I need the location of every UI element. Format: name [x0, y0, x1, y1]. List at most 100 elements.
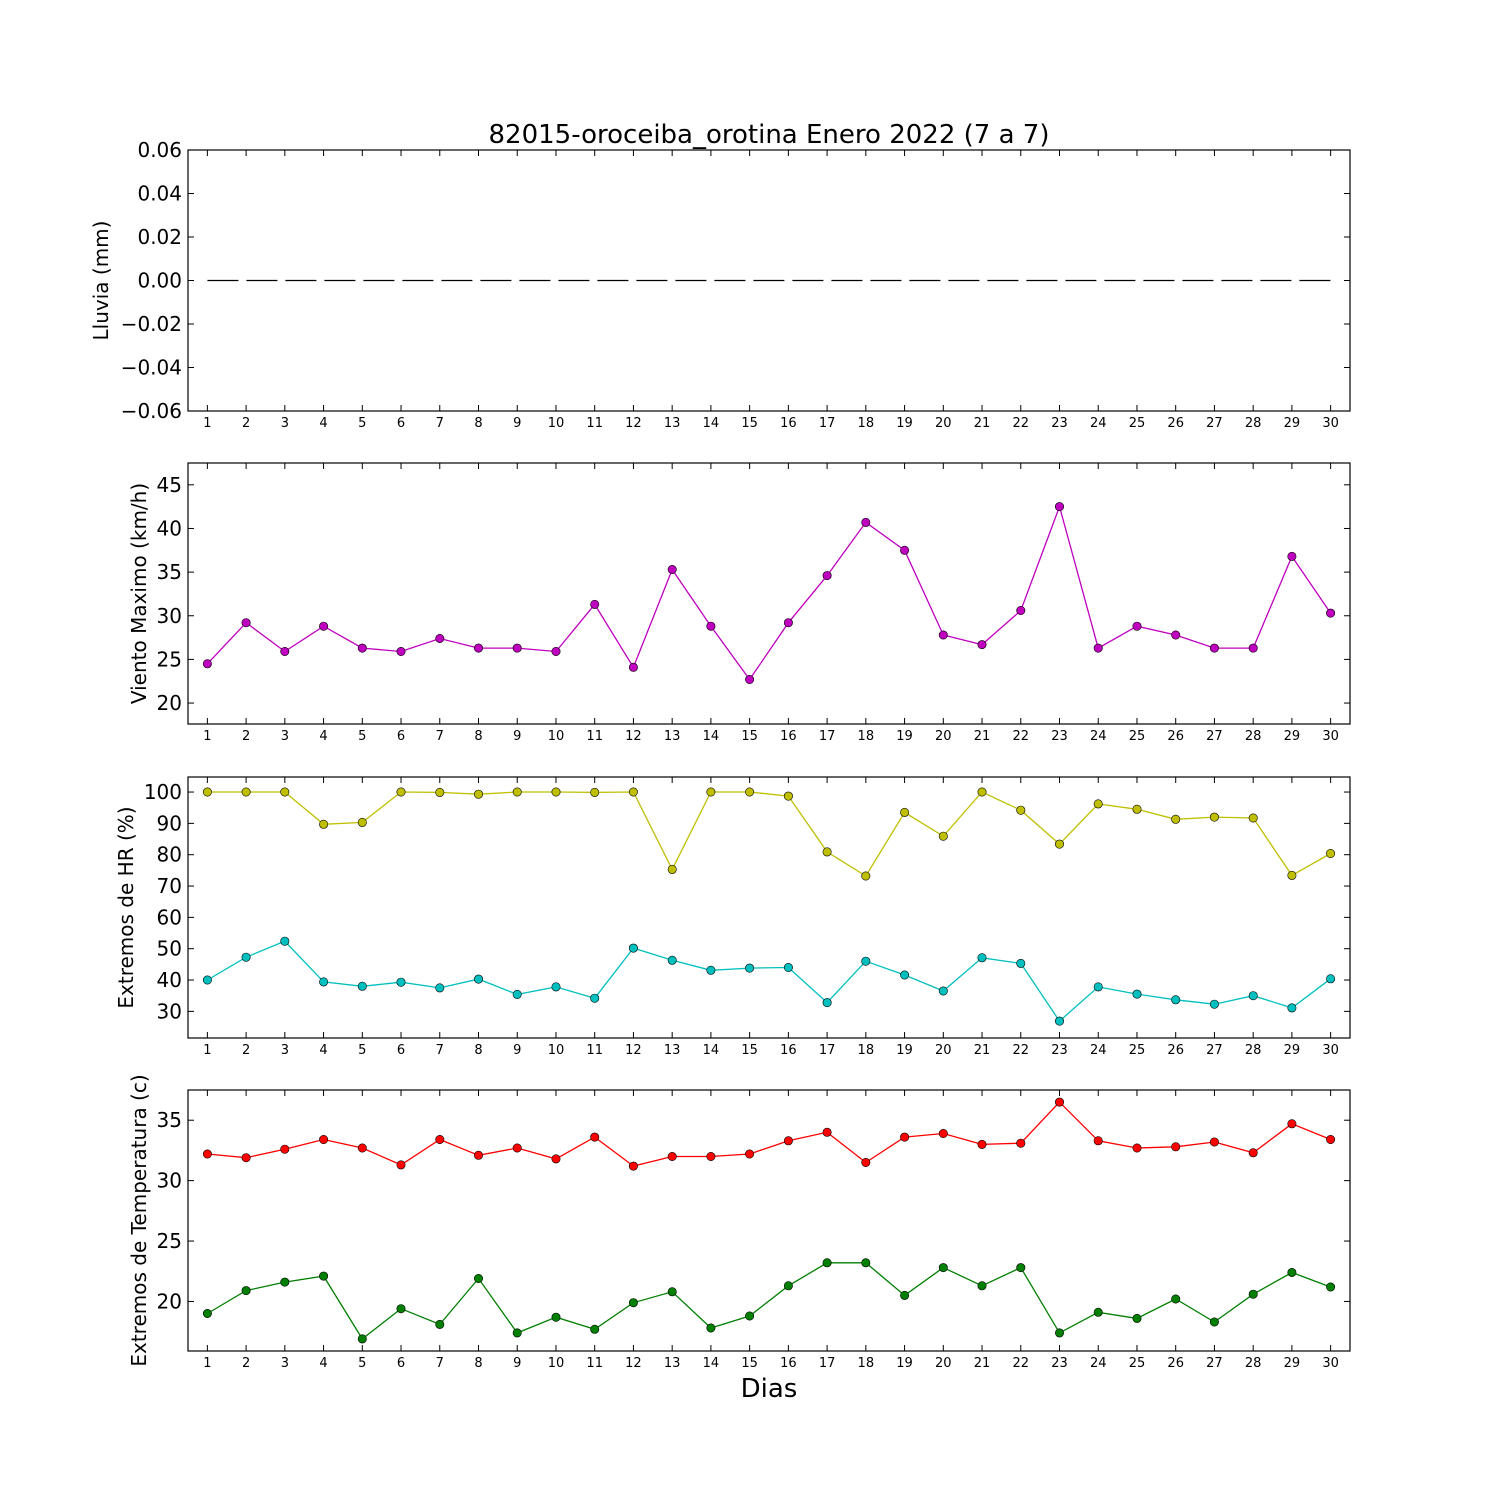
rain-ytick-label: 0.04: [137, 182, 182, 206]
rain-xtick-label: 9: [513, 416, 521, 431]
temperature-xtick-label: 21: [974, 1356, 991, 1371]
rain-xtick-label: 17: [819, 416, 836, 431]
wind-series-0-point: [938, 630, 948, 640]
temperature-ylabel: Extremos de Temperatura (c): [127, 1074, 151, 1366]
humidity-series-1-point: [280, 936, 290, 946]
humidity-series-0-point: [706, 787, 716, 797]
humidity-series-0-point: [512, 787, 522, 797]
temperature-xtick-label: 26: [1167, 1356, 1184, 1371]
wind-xtick-label: 18: [858, 729, 875, 744]
temperature-xtick-label: 6: [397, 1356, 405, 1371]
temperature-xtick-label: 17: [819, 1356, 836, 1371]
temperature-series-1-point: [1093, 1307, 1103, 1317]
humidity-xtick-label: 22: [1012, 1043, 1029, 1058]
temperature-series-0-point: [861, 1158, 871, 1168]
temperature-xtick-label: 29: [1284, 1356, 1301, 1371]
humidity-xtick-label: 17: [819, 1043, 836, 1058]
humidity-series-1-point: [1055, 1016, 1065, 1026]
humidity-ytick-label: 80: [157, 843, 182, 867]
rain-xtick-label: 11: [586, 416, 603, 431]
wind-xtick-label: 10: [548, 729, 565, 744]
temperature-xtick-label: 24: [1090, 1356, 1107, 1371]
temperature-series-0-point: [590, 1132, 600, 1142]
rain-ytick-label: −0.06: [121, 399, 182, 423]
wind-xtick-label: 15: [741, 729, 758, 744]
temperature-series-0-point: [396, 1160, 406, 1170]
temperature-series-1-point: [822, 1258, 832, 1268]
temperature-ytick-label: 35: [157, 1108, 182, 1132]
temperature-xtick-label: 4: [319, 1356, 327, 1371]
wind-xtick-label: 12: [625, 729, 642, 744]
humidity-xtick-label: 12: [625, 1043, 642, 1058]
humidity-series-1-point: [241, 952, 251, 962]
wind-series-0-point: [1326, 608, 1336, 618]
wind-series-0-point: [512, 643, 522, 653]
rain-xtick-label: 8: [474, 416, 482, 431]
wind-xtick-label: 7: [436, 729, 444, 744]
wind-series-0-point: [1132, 621, 1142, 631]
wind-series-0-point: [861, 517, 871, 527]
humidity-series-1-point: [1248, 991, 1258, 1001]
temperature-series-1-point: [319, 1271, 329, 1281]
temperature-xtick-label: 18: [858, 1356, 875, 1371]
temperature-series-0-point: [551, 1154, 561, 1164]
humidity-xtick-label: 5: [358, 1043, 366, 1058]
humidity-ytick-label: 60: [157, 905, 182, 929]
humidity-xtick-label: 9: [513, 1043, 521, 1058]
rain-xtick-label: 20: [935, 416, 952, 431]
humidity-xtick-label: 10: [548, 1043, 565, 1058]
wind-series-0-point: [822, 571, 832, 581]
humidity-ytick-label: 40: [157, 968, 182, 992]
x-axis-label: Dias: [741, 1374, 798, 1404]
wind-xtick-label: 6: [397, 729, 405, 744]
wind-xtick-label: 19: [896, 729, 913, 744]
rain-axes-frame: [187, 149, 1351, 412]
humidity-series-1-point: [1326, 974, 1336, 984]
humidity-xtick-label: 15: [741, 1043, 758, 1058]
humidity-xtick-label: 7: [436, 1043, 444, 1058]
wind-xtick-label: 1: [203, 729, 211, 744]
humidity-series-0-point: [977, 787, 987, 797]
humidity-series-0-point: [745, 787, 755, 797]
wind-series-0-point: [280, 646, 290, 656]
temperature-series-1-point: [551, 1312, 561, 1322]
humidity-ylabel: Extremos de HR (%): [114, 806, 138, 1008]
temperature-series-0-point: [667, 1152, 677, 1162]
humidity-ytick-label: 90: [157, 811, 182, 835]
humidity-ytick-label: 100: [144, 780, 182, 804]
wind-xtick-label: 30: [1322, 729, 1339, 744]
wind-series-0-point: [1171, 630, 1181, 640]
wind-ytick-label: 25: [157, 647, 182, 671]
wind-xtick-label: 29: [1284, 729, 1301, 744]
humidity-xtick-label: 4: [319, 1043, 327, 1058]
wind-series-0-point: [1016, 605, 1026, 615]
rain-xtick-label: 25: [1129, 416, 1146, 431]
humidity-xtick-label: 18: [858, 1043, 875, 1058]
temperature-series-1-point: [435, 1319, 445, 1329]
rain-ytick-label: 0.06: [137, 138, 182, 162]
temperature-xtick-label: 3: [281, 1356, 289, 1371]
temperature-xtick-label: 23: [1051, 1356, 1068, 1371]
humidity-xtick-label: 19: [896, 1043, 913, 1058]
humidity-series-1-line: [207, 940, 1331, 1023]
wind-ytick-label: 45: [157, 473, 182, 497]
wind-series-0-point: [706, 621, 716, 631]
temperature-series-0-point: [512, 1143, 522, 1153]
humidity-series-0-point: [1326, 848, 1336, 858]
humidity-series-1-point: [900, 970, 910, 980]
humidity-axes-frame: [187, 776, 1351, 1039]
temperature-series-0-point: [1209, 1137, 1219, 1147]
temperature-series-1-point: [1209, 1317, 1219, 1327]
humidity-series-1-point: [861, 956, 871, 966]
humidity-series-0-point: [822, 847, 832, 857]
wind-xtick-label: 13: [664, 729, 681, 744]
wind-axes-frame: [187, 462, 1351, 725]
humidity-series-1-point: [706, 965, 716, 975]
humidity-series-0-point: [357, 817, 367, 827]
humidity-xtick-label: 26: [1167, 1043, 1184, 1058]
temperature-series-1-point: [783, 1281, 793, 1291]
wind-ytick-label: 35: [157, 560, 182, 584]
humidity-xtick-label: 3: [281, 1043, 289, 1058]
